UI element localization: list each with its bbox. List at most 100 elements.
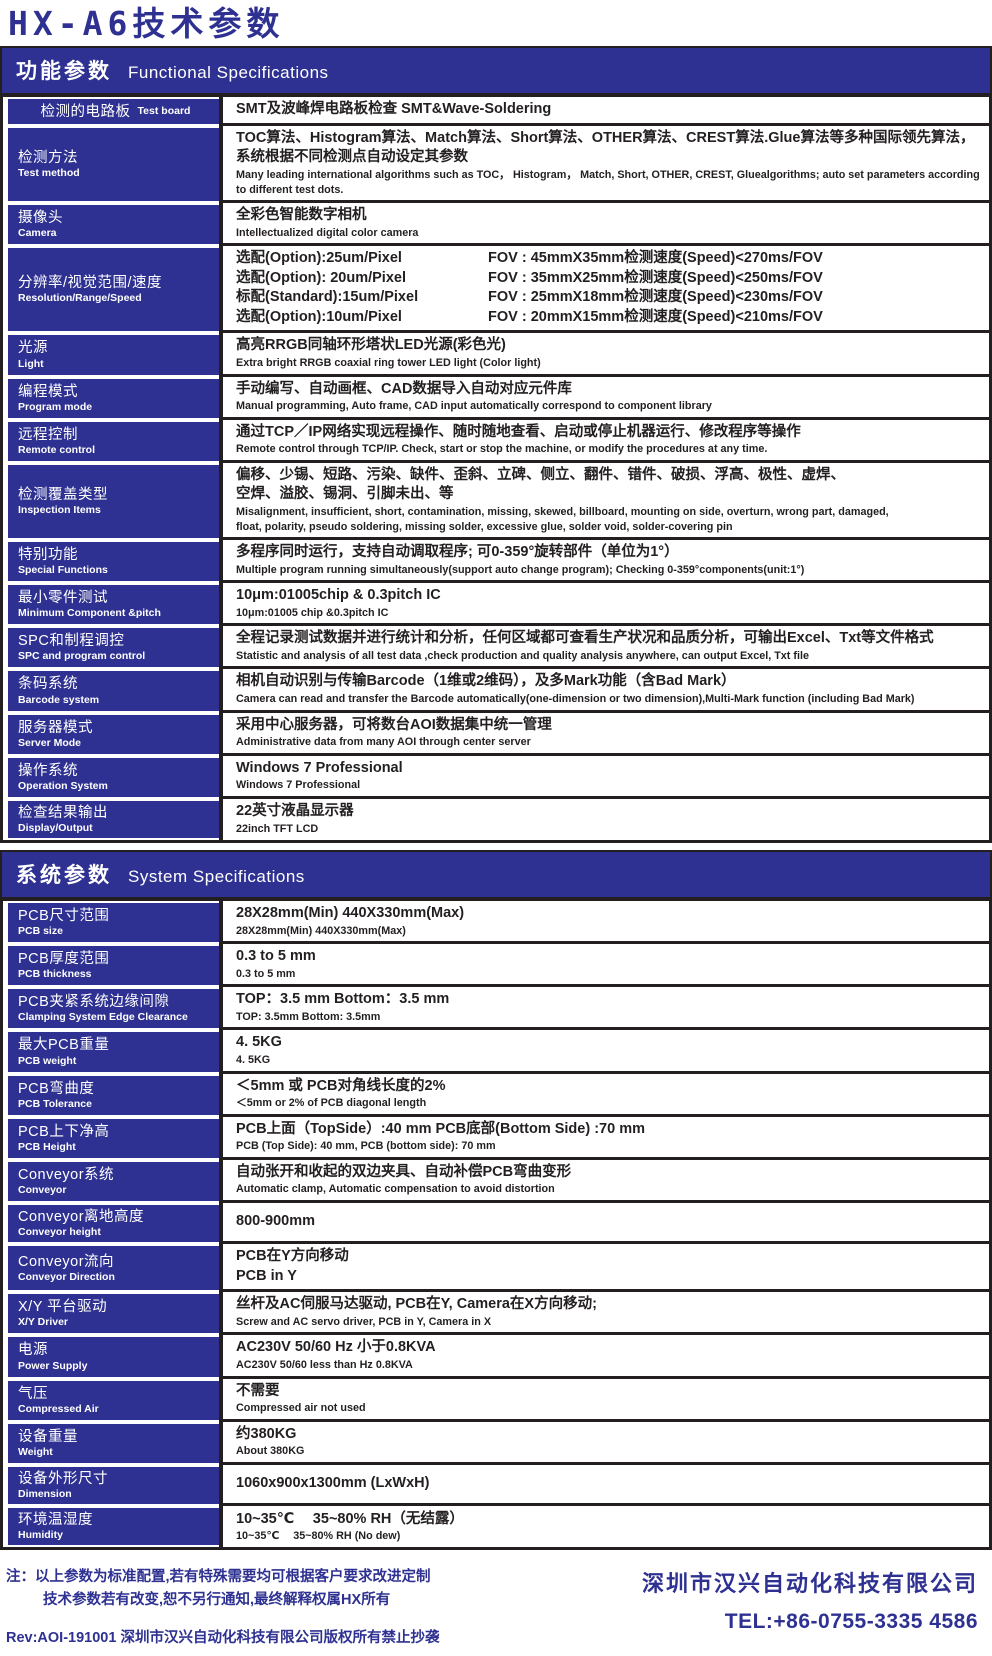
row-label-en: PCB Height xyxy=(18,1140,76,1153)
row-label-zh: PCB尺寸范围 xyxy=(18,908,110,925)
row-label-block: PCB弯曲度 PCB Tolerance xyxy=(8,1075,219,1115)
section-header-functional: 功能参数 Functional Specifications xyxy=(0,46,992,96)
row-label-block: 远程控制 Remote control xyxy=(8,421,219,461)
spec-value-line: 选配(Option): 20um/Pixel FOV : 35mmX25mm检测速… xyxy=(236,269,981,289)
row-label-block: 最小零件测试 Minimum Component &pitch xyxy=(8,585,219,625)
row-label-zh: SPC和制程调控 xyxy=(18,633,125,650)
row-label-en: Barcode system xyxy=(18,693,100,706)
row-label-cell: 气压 Compressed Air xyxy=(3,1378,219,1422)
row-label-cell: 电源 Power Supply xyxy=(3,1335,219,1379)
row-value-cell: TOP：3.5 mm Bottom：3.5 mm TOP: 3.5mm Botto… xyxy=(219,987,989,1031)
row-label-cell: 检测的电路板 Test board xyxy=(3,97,219,126)
spec-value-line: Extra bright RRGB coaxial ring tower LED… xyxy=(236,357,541,370)
row-label-cell: 远程控制 Remote control xyxy=(3,419,219,463)
spec-value-line: 1060x900x1300mm (LxWxH) xyxy=(236,1475,430,1492)
row-label-en: SPC and program control xyxy=(18,650,146,663)
row-label-cell: Conveyor离地高度 Conveyor height xyxy=(3,1202,219,1245)
spec-value-line: Many leading international algorithms su… xyxy=(236,168,980,196)
spec-value-line: float, polarity, pseudo soldering, missi… xyxy=(236,520,733,533)
row-value-cell: 28X28mm(Min) 440X330mm(Max) 28X28mm(Min) … xyxy=(219,901,989,945)
row-label-en: Conveyor Direction xyxy=(18,1270,115,1283)
row-label-block: PCB尺寸范围 PCB size xyxy=(8,903,219,943)
row-value-cell: PCB在Y方向移动 PCB in Y xyxy=(219,1244,989,1293)
spec-value-line: AC230V 50/60 Hz 小于0.8KVA xyxy=(236,1339,436,1356)
table-row: SPC和制程调控 SPC and program control 全程记录测试数据并… xyxy=(3,626,989,670)
table-row: 光源 Light 高亮RRGB同轴环形塔状LED光源(彩色光) Extra brigh… xyxy=(3,333,989,377)
spec-value-line: Remote control through TCP/IP. Check, st… xyxy=(236,443,768,456)
spec-value-line: 4. 5KG xyxy=(236,1054,271,1067)
row-value-cell: 通过TCP／IP网络实现远程操作、随时随地查看、启动或停止机器运行、修改程序等操… xyxy=(219,419,989,463)
spec-value-line: 10μm:01005 chip &0.3pitch IC xyxy=(236,606,389,619)
row-label-en: Test board xyxy=(137,105,191,118)
row-label-block: Conveyor离地高度 Conveyor height xyxy=(8,1204,219,1243)
row-label-block: 操作系统 Operation System xyxy=(8,757,219,797)
spec-value-line: 通过TCP／IP网络实现远程操作、随时随地查看、启动或停止机器运行、修改程序等操… xyxy=(236,423,801,440)
row-label-zh: 检测方法 xyxy=(18,149,78,166)
row-value-cell: TOC算法、Histogram算法、Match算法、Short算法、OTHER算… xyxy=(219,125,989,204)
row-label-zh: Conveyor流向 xyxy=(18,1253,115,1270)
row-label-zh: 条码系统 xyxy=(18,676,78,693)
table-row: 编程模式 Program mode 手动编写、自动画框、CAD数据导入自动对应元件库… xyxy=(3,376,989,420)
row-label-block: 检测方法 Test method xyxy=(8,127,219,202)
section-heading-zh: 系统参数 xyxy=(16,864,112,888)
row-value-cell: 1060x900x1300mm (LxWxH) xyxy=(219,1464,989,1507)
spec-value-line: Automatic clamp, Automatic compensation … xyxy=(236,1183,555,1196)
row-value-cell: AC230V 50/60 Hz 小于0.8KVA AC230V 50/60 les… xyxy=(219,1335,989,1379)
row-label-en: Light xyxy=(18,357,44,370)
row-label-en: X/Y Driver xyxy=(18,1316,69,1329)
row-label-cell: 编程模式 Program mode xyxy=(3,376,219,420)
row-value-cell: 全程记录测试数据并进行统计和分析，任何区域都可查看生产状况和品质分析，可输出Ex… xyxy=(219,626,989,670)
table-row: X/Y 平台驱动 X/Y Driver 丝杆及AC伺服马达驱动, PCB在Y, Ca… xyxy=(3,1292,989,1336)
row-label-block: 检查结果输出 Display/Output xyxy=(8,800,219,839)
spec-value-line: PCB上面（TopSide）:40 mm PCB底部(Bottom Side) … xyxy=(236,1120,645,1137)
row-value-cell: Windows 7 Professional Windows 7 Professi… xyxy=(219,755,989,799)
row-label-zh: X/Y 平台驱动 xyxy=(18,1299,108,1316)
row-label-zh: Conveyor离地高度 xyxy=(18,1208,145,1225)
spec-value-line: About 380KG xyxy=(236,1445,305,1458)
row-label-zh: 检测覆盖类型 xyxy=(18,486,108,503)
spec-value-col: 选配(Option):10um/Pixel xyxy=(236,308,402,325)
spec-value-col: FOV : 25mmX18mm检测速度(Speed)<230ms/FOV xyxy=(488,289,823,306)
spec-value-line: 10~35℃ 35~80% RH (No dew) xyxy=(236,1530,401,1543)
table-row: PCB厚度范围 PCB thickness 0.3 to 5 mm 0.3 to 5 … xyxy=(3,944,989,988)
row-label-zh: 气压 xyxy=(18,1385,48,1402)
spec-value-line: 手动编写、自动画框、CAD数据导入自动对应元件库 xyxy=(236,380,572,397)
spec-value-line: 约380KG xyxy=(236,1425,297,1442)
spec-value-line: Manual programming, Auto frame, CAD inpu… xyxy=(236,400,712,413)
spec-value-line: Screw and AC servo driver, PCB in Y, Cam… xyxy=(236,1315,492,1328)
spec-value-line: 22英寸液晶显示器 xyxy=(236,803,354,820)
row-label-cell: 分辨率/视觉范围/速度 Resolution/Range/Speed xyxy=(3,246,219,334)
row-label-cell: PCB上下净高 PCB Height xyxy=(3,1116,219,1160)
row-label-en: Minimum Component &pitch xyxy=(18,607,161,620)
row-label-en: Camera xyxy=(18,227,57,240)
table-row: 检测方法 Test method TOC算法、Histogram算法、Match算法… xyxy=(3,125,989,204)
spec-value-line: 不需要 xyxy=(236,1382,280,1399)
table-row: 最小零件测试 Minimum Component &pitch 10μm:01005… xyxy=(3,583,989,627)
system-spec-table: PCB尺寸范围 PCB size 28X28mm(Min) 440X330mm(Ma… xyxy=(0,899,992,1551)
row-label-zh: 摄像头 xyxy=(18,210,63,227)
table-row: PCB上下净高 PCB Height PCB上面（TopSide）:40 mm PC… xyxy=(3,1116,989,1160)
row-label-cell: Conveyor系统 Conveyor xyxy=(3,1159,219,1203)
section-header-system: 系统参数 System Specifications xyxy=(0,850,992,900)
row-label-en: Special Functions xyxy=(18,564,108,577)
row-label-zh: 光源 xyxy=(18,340,48,357)
row-label-cell: SPC和制程调控 SPC and program control xyxy=(3,626,219,670)
spec-value-col: FOV : 45mmX35mm检测速度(Speed)<270ms/FOV xyxy=(488,250,823,267)
spec-value-line: 选配(Option):25um/Pixel FOV : 45mmX35mm检测速度… xyxy=(236,249,981,269)
row-label-en: Inspection Items xyxy=(18,503,101,516)
row-label-block: 光源 Light xyxy=(8,335,219,375)
row-label-block: 检测覆盖类型 Inspection Items xyxy=(8,464,219,539)
row-label-en: Weight xyxy=(18,1445,53,1458)
table-row: 设备外形尺寸 Dimension 1060x900x1300mm (LxWxH) xyxy=(3,1464,989,1507)
spec-value-line: TOP: 3.5mm Bottom: 3.5mm xyxy=(236,1010,381,1023)
row-value-cell: 采用中心服务器，可将数台AOI数据集中统一管理 Administrative da… xyxy=(219,712,989,756)
table-row: Conveyor离地高度 Conveyor height 800-900mm xyxy=(3,1202,989,1245)
row-label-en: Humidity xyxy=(18,1529,63,1542)
functional-spec-table: 检测的电路板 Test board SMT及波峰焊电路板检查 SMT&Wave-So… xyxy=(0,95,992,844)
spec-value-line: 相机自动识别与传输Barcode（1维或2维码），及多Mark功能（含Bad M… xyxy=(236,673,736,690)
footer-notes: 注：以上参数为标准配置,若有特殊需要均可根据客户要求改进定制 技术参数若有改变,… xyxy=(6,1566,439,1649)
spec-value-line: 自动张开和收起的双边夹具、自动补偿PCB弯曲变形 xyxy=(236,1163,572,1180)
spec-value-line: TOC算法、Histogram算法、Match算法、Short算法、OTHER算… xyxy=(236,129,975,166)
table-row: 检测的电路板 Test board SMT及波峰焊电路板检查 SMT&Wave-So… xyxy=(3,97,989,126)
table-row: 条码系统 Barcode system 相机自动识别与传输Barcode（1维或2维… xyxy=(3,669,989,713)
